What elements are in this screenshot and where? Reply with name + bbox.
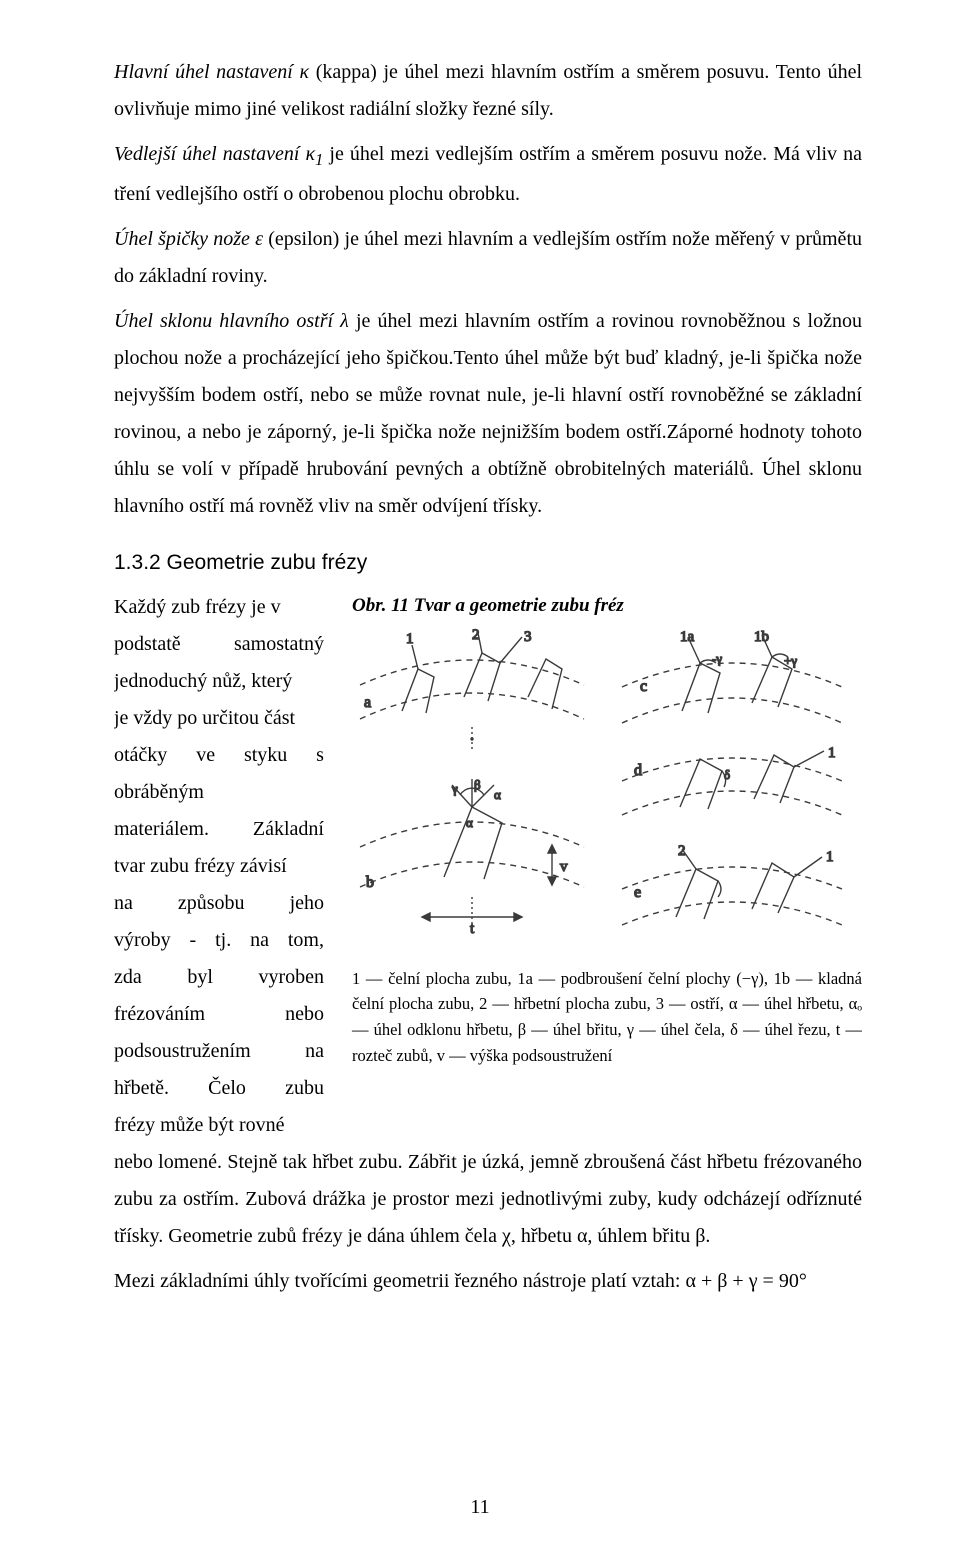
fig-label-t: t: [470, 921, 475, 937]
wrapped-line: frézy může být rovné: [114, 1107, 324, 1144]
fig-label-1a: 1a: [680, 629, 695, 645]
paragraph-formula: Mezi základními úhly tvořícími geometrii…: [114, 1263, 862, 1300]
wrapped-line: je vždy po určitou část: [114, 700, 324, 737]
wrapped-line: obráběným: [114, 774, 324, 811]
fig-label-neg-gamma: -γ: [712, 651, 722, 666]
fig-label-a: a: [364, 694, 371, 711]
fig-angle-beta: β: [474, 777, 481, 792]
fig-angle-alpha: α: [494, 787, 501, 802]
figure-text-wrap: Obr. 11 Tvar a geometrie zubu fréz: [114, 589, 862, 1144]
wrapped-line: tvar zubu frézy závisí: [114, 848, 324, 885]
wrapped-line: Každý zub frézy je v: [114, 589, 324, 626]
figure-column: Obr. 11 Tvar a geometrie zubu fréz: [352, 589, 862, 1068]
wrapped-line: jednoduchý nůž, který: [114, 663, 324, 700]
wrapped-line: materiálem.Základní: [114, 811, 324, 848]
term-kappa: Hlavní úhel nastavení κ: [114, 61, 309, 83]
fig-angle-alpha-o: α: [466, 815, 473, 830]
wrapped-line: nazpůsobujeho: [114, 885, 324, 922]
wrapped-line: výroby-tj.natom,: [114, 922, 324, 959]
paragraph-epsilon: Úhel špičky nože ε (epsilon) je úhel mez…: [114, 221, 862, 295]
fig-label-plus-gamma: +γ: [784, 653, 797, 668]
term-epsilon: Úhel špičky nože ε: [114, 228, 263, 250]
term-kappa1: Vedlejší úhel nastavení κ1: [114, 143, 323, 165]
fig-angle-gamma: γ: [451, 781, 458, 796]
wrapped-line: frézovánímnebo: [114, 996, 324, 1033]
paragraph-kappa1: Vedlejší úhel nastavení κ1 je úhel mezi …: [114, 136, 862, 213]
fig-label-2: 2: [472, 627, 480, 643]
fig-label-1d: 1: [828, 745, 836, 761]
fig-label-c: c: [640, 678, 647, 695]
wrapped-line: podstatěsamostatný: [114, 626, 324, 663]
paragraph-after-figure: nebo lomené. Stejně tak hřbet zubu. Zábř…: [114, 1144, 862, 1255]
figure-caption: Obr. 11 Tvar a geometrie zubu fréz: [352, 595, 862, 617]
fig-label-3: 3: [524, 629, 532, 645]
section-heading: 1.3.2 Geometrie zubu frézy: [114, 551, 862, 575]
figure-diagram: a 1 2 3: [352, 627, 862, 952]
paragraph-kappa: Hlavní úhel nastavení κ (kappa) je úhel …: [114, 54, 862, 128]
fig-label-b: b: [366, 874, 374, 891]
fig-angle-delta: δ: [724, 767, 730, 782]
wrapped-line: podsoustruženímna: [114, 1033, 324, 1070]
page-number: 11: [0, 1496, 960, 1519]
fig-label-d: d: [634, 762, 642, 779]
fig-label-1e: 1: [826, 849, 834, 865]
wrapped-line: otáčkyvestykus: [114, 737, 324, 774]
paragraph-lambda: Úhel sklonu hlavního ostří λ je úhel mez…: [114, 303, 862, 525]
wrapped-line: hřbetě.Čelozubu: [114, 1070, 324, 1107]
text: je úhel mezi hlavním ostřím a rovinou ro…: [114, 310, 862, 517]
fig-label-e: e: [634, 884, 641, 901]
fig-label-2e: 2: [678, 843, 686, 859]
figure-legend: 1 — čelní plocha zubu, 1a — podbroušení …: [352, 966, 862, 1068]
term-lambda: Úhel sklonu hlavního ostří λ: [114, 310, 349, 332]
wrapped-text-left: Každý zub frézy je vpodstatěsamostatnýje…: [114, 589, 324, 1144]
wrapped-line: zdabylvyroben: [114, 959, 324, 996]
fig-label-v: v: [560, 859, 568, 875]
fig-label-1: 1: [406, 631, 414, 647]
fig-label-1b: 1b: [754, 629, 769, 645]
